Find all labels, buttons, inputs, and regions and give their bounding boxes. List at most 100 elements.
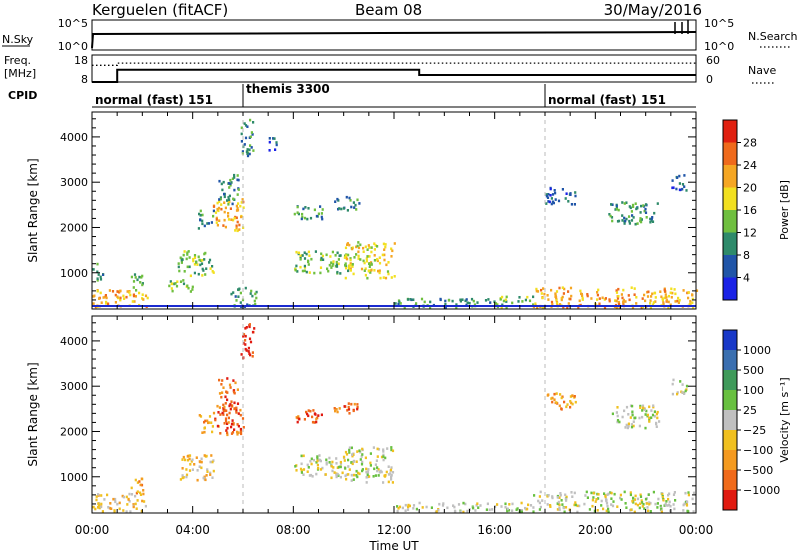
heatmap-cell <box>538 508 541 511</box>
heatmap-cell <box>631 410 634 414</box>
heatmap-cell <box>655 425 658 428</box>
heatmap-cell <box>347 269 350 273</box>
heatmap-cell <box>337 465 340 469</box>
heatmap-cell <box>538 501 541 505</box>
heatmap-cell <box>366 248 369 251</box>
heatmap-cell <box>407 505 410 509</box>
heatmap-cell <box>138 291 141 295</box>
heatmap-cell <box>125 495 128 499</box>
heatmap-cell <box>667 294 670 298</box>
heatmap-cell <box>275 141 278 144</box>
heatmap-cell <box>547 193 550 196</box>
heatmap-cell <box>661 496 664 499</box>
heatmap-cell <box>171 289 174 293</box>
heatmap-cell <box>212 205 216 208</box>
heatmap-cell <box>342 455 346 459</box>
heatmap-cell <box>321 217 324 221</box>
heatmap-cell <box>314 413 317 416</box>
heatmap-cell <box>656 506 659 509</box>
heatmap-cell <box>511 502 514 506</box>
heatmap-cell <box>376 259 379 263</box>
heatmap-cell <box>352 272 355 276</box>
heatmap-cell <box>564 506 568 509</box>
heatmap-cell <box>376 258 379 261</box>
heatmap-cell <box>399 302 402 305</box>
heatmap-cell <box>636 206 639 210</box>
heatmap-cell <box>559 492 562 495</box>
heatmap-cell <box>231 177 234 180</box>
heatmap-cell <box>303 418 306 421</box>
heatmap-cell <box>604 297 607 300</box>
heatmap-cell <box>92 505 95 509</box>
heatmap-cell <box>636 497 640 501</box>
time-axis-title: Time UT <box>368 539 419 553</box>
heatmap-cell <box>228 194 231 198</box>
heatmap-cell <box>382 450 385 453</box>
heatmap-cell <box>686 291 689 295</box>
heatmap-cell <box>135 507 138 510</box>
heatmap-cell <box>622 288 625 292</box>
heatmap-cell <box>188 256 191 259</box>
heatmap-cell <box>96 277 99 280</box>
heatmap-cell <box>229 207 232 210</box>
heatmap-cell <box>562 292 565 295</box>
heatmap-cell <box>623 222 626 225</box>
heatmap-cell <box>672 503 675 506</box>
heatmap-cell <box>241 417 245 420</box>
heatmap-cell <box>141 274 144 278</box>
heatmap-cell <box>339 462 343 465</box>
heatmap-cell <box>352 478 355 481</box>
heatmap-cell <box>353 256 356 259</box>
heatmap-cell <box>357 246 361 250</box>
heatmap-cell <box>605 501 609 505</box>
heatmap-cell <box>223 195 226 199</box>
heatmap-cell <box>187 250 190 253</box>
heatmap-cell <box>255 296 258 300</box>
heatmap-cell <box>134 478 137 482</box>
heatmap-cell <box>524 506 527 510</box>
heatmap-cell <box>397 507 400 510</box>
heatmap-cell <box>539 490 542 494</box>
heatmap-cell <box>185 468 188 471</box>
heatmap-cell <box>203 224 206 228</box>
heatmap-cell <box>222 408 225 412</box>
heatmap-cell <box>383 258 386 262</box>
heatmap-cell <box>199 259 202 262</box>
heatmap-cell <box>581 294 584 297</box>
heatmap-cell <box>209 267 212 270</box>
heatmap-cell <box>598 302 601 306</box>
heatmap-cell <box>224 206 227 210</box>
heatmap-cell <box>673 288 676 291</box>
heatmap-cell <box>237 412 240 415</box>
colorbar-swatch <box>723 232 737 256</box>
heatmap-cell <box>318 454 321 457</box>
heatmap-cell <box>207 421 210 425</box>
heatmap-cell <box>356 475 359 479</box>
heatmap-cell <box>454 510 457 513</box>
heatmap-cell <box>636 503 639 507</box>
cpid-label: CPID <box>8 89 37 102</box>
heatmap-cell <box>355 469 358 473</box>
heatmap-cell <box>691 301 694 304</box>
heatmap-cell <box>233 176 236 179</box>
heatmap-cell <box>677 296 680 300</box>
heatmap-cell <box>107 302 110 306</box>
heatmap-cell <box>596 492 599 496</box>
heatmap-cell <box>114 301 117 304</box>
heatmap-cell <box>130 493 134 496</box>
heatmap-cell <box>620 498 623 501</box>
heatmap-cell <box>565 192 568 195</box>
heatmap-cell <box>211 460 214 464</box>
heatmap-cell <box>332 466 335 469</box>
heatmap-cell <box>224 395 227 399</box>
heatmap-cell <box>359 450 362 454</box>
heatmap-cell <box>214 211 218 214</box>
heatmap-cell <box>429 306 432 309</box>
heatmap-cell <box>177 265 180 269</box>
heatmap-cell <box>96 262 99 266</box>
heatmap-cell <box>565 405 568 409</box>
heatmap-cell <box>132 294 136 298</box>
heatmap-cell <box>355 208 358 211</box>
heatmap-cell <box>441 504 445 507</box>
